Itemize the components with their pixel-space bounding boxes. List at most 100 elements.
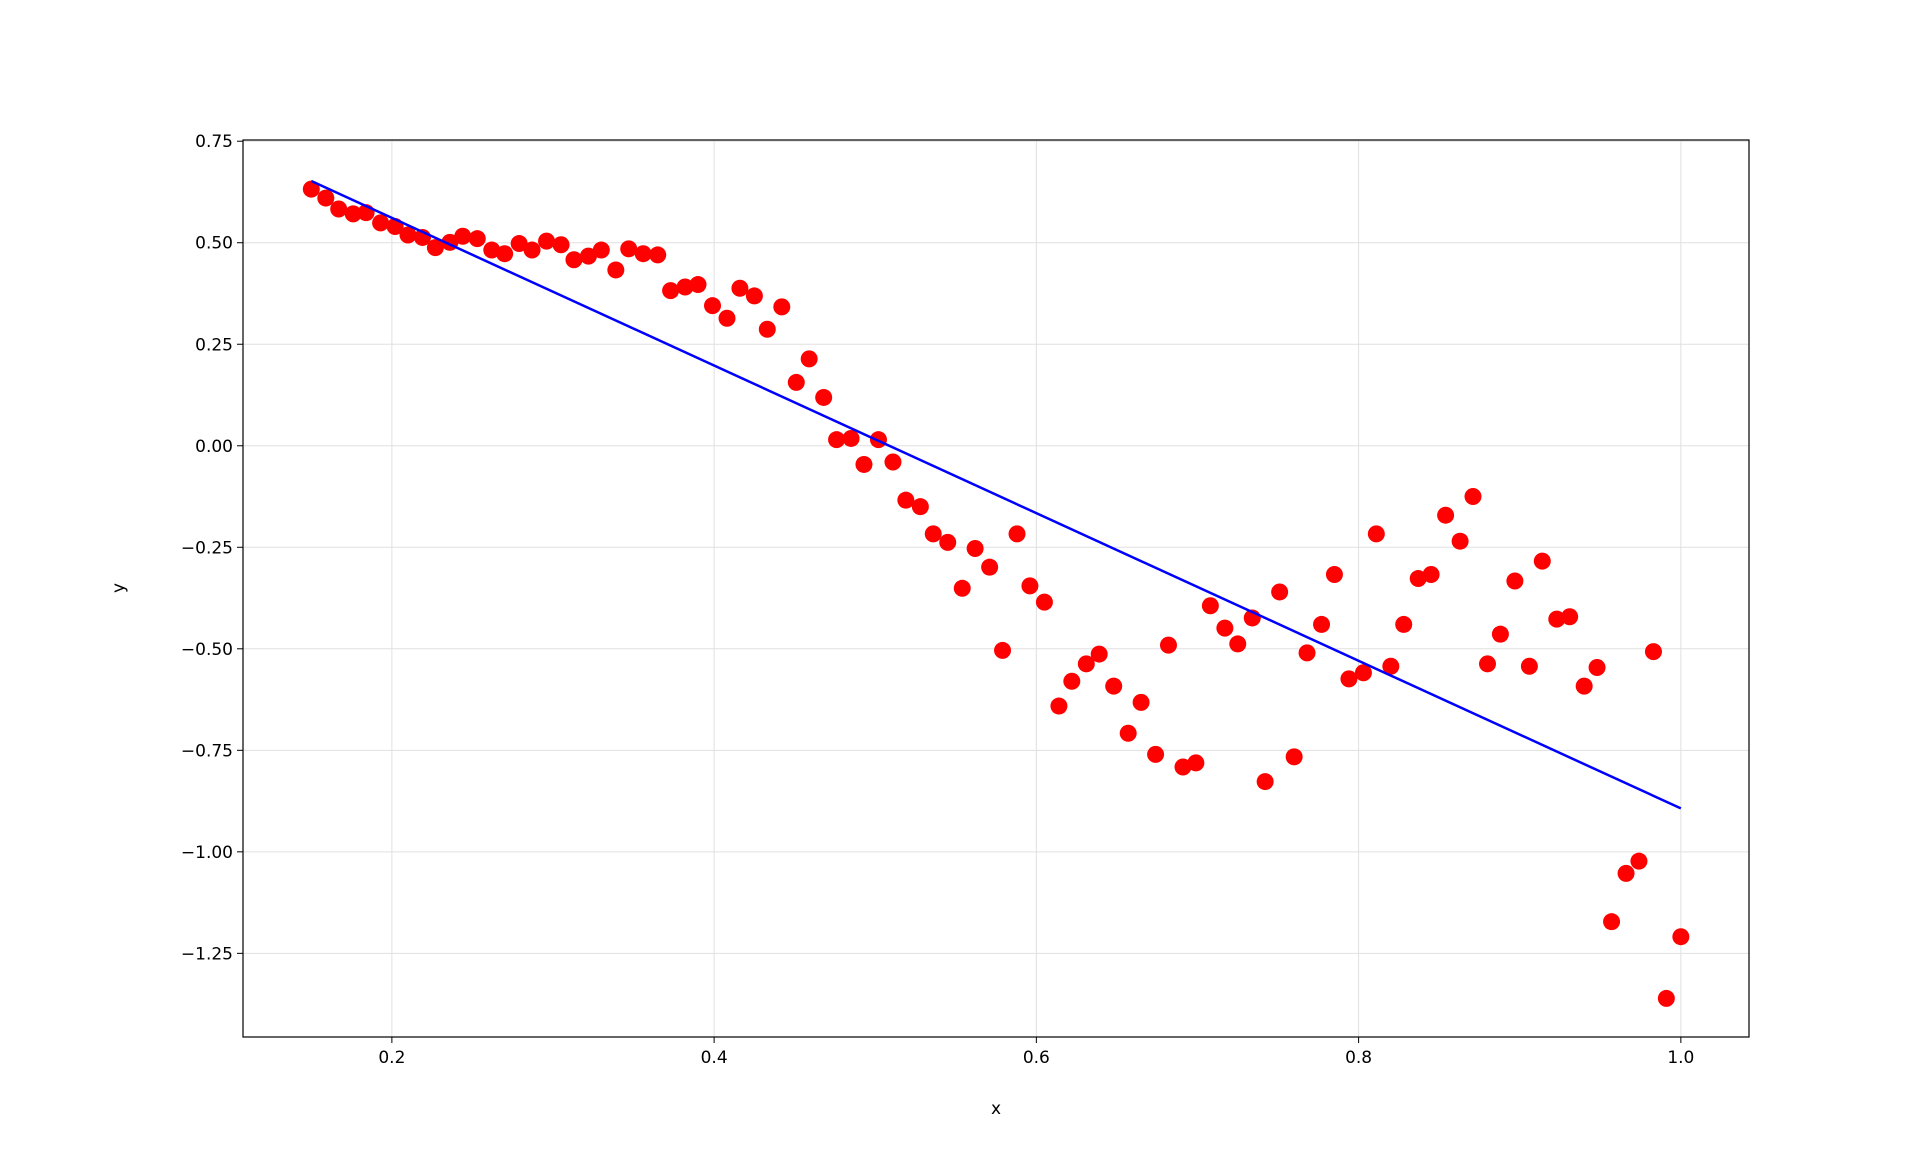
point xyxy=(538,232,556,250)
point xyxy=(1063,672,1081,690)
y-tick-label: 0.75 xyxy=(195,132,233,152)
point xyxy=(758,320,776,338)
point xyxy=(1090,645,1108,663)
point xyxy=(649,246,667,264)
point xyxy=(1617,864,1635,882)
point xyxy=(1409,570,1427,588)
point xyxy=(1479,655,1497,673)
y-tick-label: 0.50 xyxy=(195,234,233,254)
point xyxy=(787,373,805,391)
point xyxy=(1325,565,1343,583)
point xyxy=(1367,525,1385,543)
point xyxy=(1174,758,1192,776)
point xyxy=(330,200,348,218)
plot-frame xyxy=(242,139,1750,1038)
point xyxy=(552,236,570,254)
point xyxy=(1229,635,1247,653)
point xyxy=(1159,636,1177,654)
point xyxy=(1050,697,1068,715)
point xyxy=(620,240,638,258)
point xyxy=(773,298,791,316)
point xyxy=(924,525,942,543)
point xyxy=(1451,532,1469,550)
point xyxy=(1340,670,1358,688)
x-tick-label: 0.2 xyxy=(378,1048,405,1068)
point xyxy=(1657,989,1675,1007)
point xyxy=(317,189,335,207)
point xyxy=(1147,745,1165,763)
y-tick-label: −0.75 xyxy=(181,741,233,761)
point xyxy=(426,239,444,257)
point xyxy=(1119,724,1137,742)
point xyxy=(1437,506,1455,524)
point xyxy=(592,241,610,259)
point xyxy=(689,276,707,294)
point xyxy=(1021,577,1039,595)
point xyxy=(1035,593,1053,611)
point xyxy=(911,498,929,516)
point xyxy=(704,297,722,315)
y-tick-label: −0.50 xyxy=(181,640,233,660)
x-tick-label: 0.6 xyxy=(1023,1048,1050,1068)
point xyxy=(1298,644,1316,662)
point xyxy=(676,278,694,296)
point xyxy=(1506,572,1524,590)
y-tick-label: 0.00 xyxy=(195,437,233,457)
point xyxy=(1008,525,1026,543)
point xyxy=(1533,552,1551,570)
point xyxy=(1575,677,1593,695)
point xyxy=(1201,597,1219,615)
point xyxy=(1313,615,1331,633)
point xyxy=(634,245,652,263)
point xyxy=(855,455,873,473)
point xyxy=(1603,913,1621,931)
point xyxy=(1395,615,1413,633)
point xyxy=(994,641,1012,659)
point xyxy=(828,431,846,449)
y-tick-label: −1.25 xyxy=(181,944,233,964)
point xyxy=(1077,655,1095,673)
point xyxy=(496,245,514,263)
point xyxy=(607,261,625,279)
point xyxy=(800,350,818,368)
point xyxy=(1216,619,1234,637)
point xyxy=(1464,488,1482,506)
point xyxy=(1271,583,1289,601)
y-axis-label: y xyxy=(109,583,129,593)
y-tick-label: −1.00 xyxy=(181,843,233,863)
y-tick-label: −0.25 xyxy=(181,538,233,558)
point xyxy=(718,309,736,327)
point xyxy=(1256,773,1274,791)
point xyxy=(523,241,541,259)
x-axis-label: x xyxy=(991,1099,1001,1119)
point xyxy=(1354,664,1372,682)
point xyxy=(953,579,971,597)
point xyxy=(1382,657,1400,675)
point xyxy=(468,230,486,248)
point xyxy=(939,533,957,551)
fit-line xyxy=(310,179,1682,810)
point xyxy=(1630,852,1648,870)
point xyxy=(454,227,472,245)
point xyxy=(399,226,417,244)
point xyxy=(662,282,680,300)
point xyxy=(1132,693,1150,711)
point xyxy=(1644,643,1662,661)
x-tick-label: 0.4 xyxy=(701,1048,728,1068)
point xyxy=(302,180,320,198)
point xyxy=(344,205,362,223)
point xyxy=(1105,677,1123,695)
point xyxy=(483,241,501,259)
point xyxy=(565,251,583,269)
point xyxy=(1187,754,1205,772)
point xyxy=(1422,565,1440,583)
point xyxy=(815,388,833,406)
point xyxy=(981,558,999,576)
x-tick-label: 1.0 xyxy=(1667,1048,1694,1068)
point xyxy=(510,235,528,253)
point xyxy=(1520,657,1538,675)
point xyxy=(1672,928,1690,946)
point xyxy=(966,540,984,558)
